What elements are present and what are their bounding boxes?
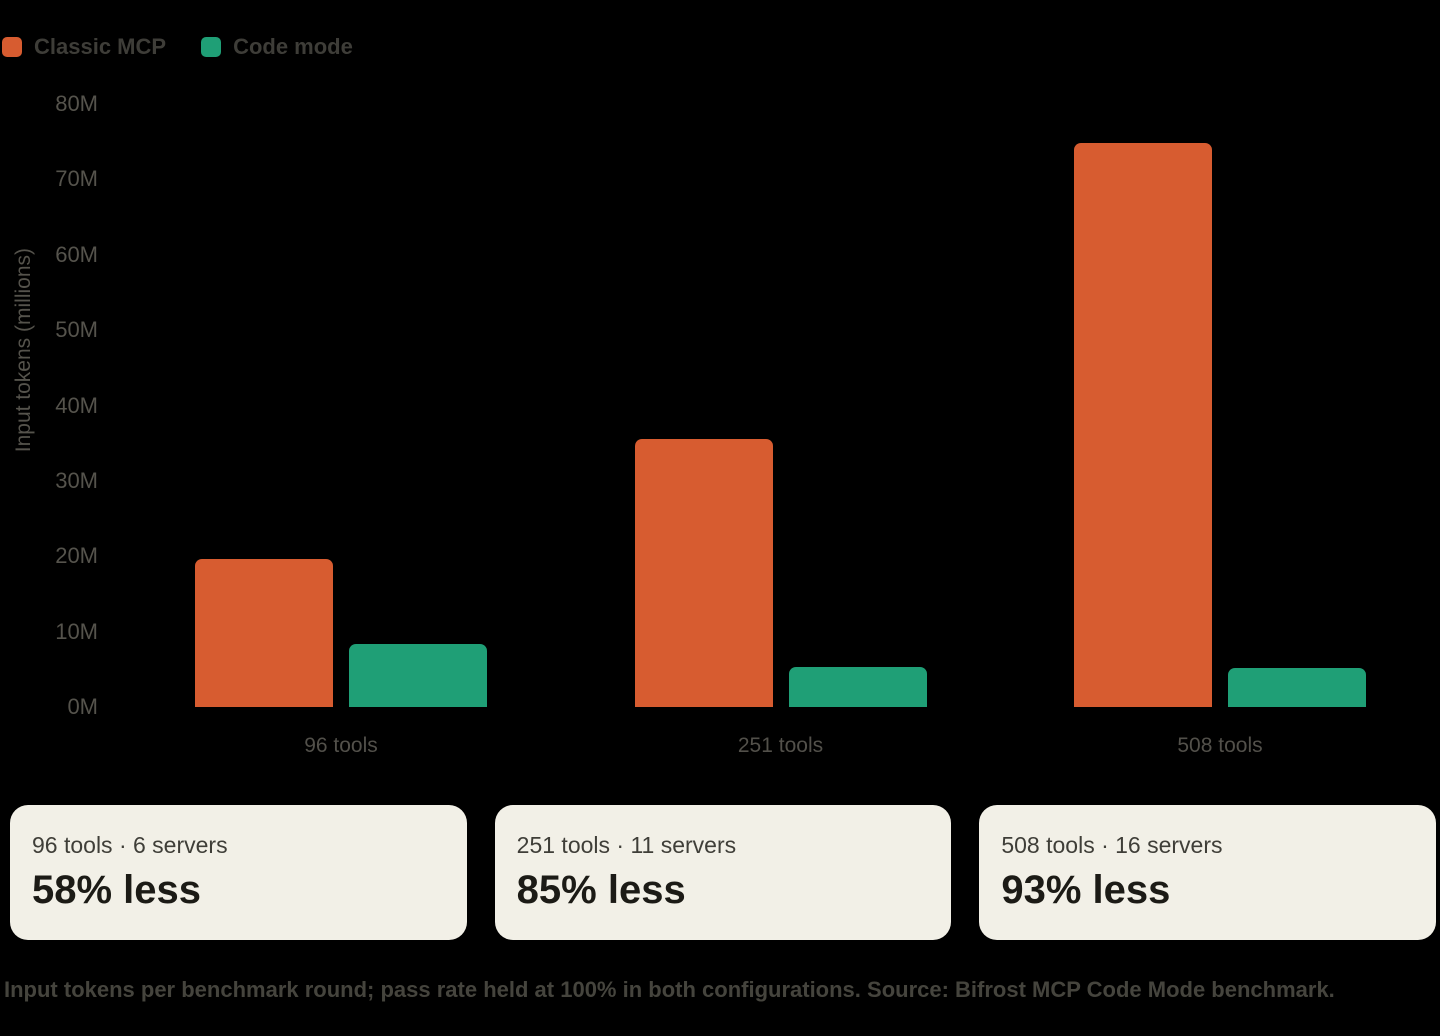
card-subtitle: 508 tools · 16 servers: [1001, 832, 1223, 858]
bar-chart: Input tokens (millions) 0M 10M 20M 30M 40M 50…: [12, 91, 1366, 757]
summary-card-96-tools: 96 tools · 6 servers 58% less: [10, 805, 467, 940]
y-tick-label: 50M: [55, 317, 98, 343]
bar-classic-mcp-508-tools: [1074, 143, 1212, 707]
card-headline: 58% less: [32, 868, 202, 912]
bar-code-mode-251-tools: [788, 667, 927, 707]
y-tick-label: 0M: [67, 694, 98, 719]
legend-swatch-classic-mcp-icon: [2, 37, 22, 57]
y-tick-label: 10M: [55, 618, 98, 644]
legend-item-classic-mcp: Classic MCP: [2, 34, 166, 60]
y-tick-label: 60M: [55, 241, 98, 267]
legend-label-code-mode: Code mode: [233, 34, 353, 59]
y-tick-label: 30M: [55, 467, 98, 493]
x-axis-label: 508 tools: [1177, 734, 1263, 757]
summary-cards: 96 tools · 6 servers 58% less 251 tools …: [10, 805, 1437, 940]
y-tick-label: 80M: [55, 91, 98, 116]
summary-card-508-tools: 508 tools · 16 servers 93% less: [979, 805, 1437, 940]
chart-caption: Input tokens per benchmark round; pass r…: [4, 977, 1335, 1002]
y-tick-label: 70M: [55, 166, 98, 192]
legend-swatch-code-mode-icon: [201, 37, 222, 57]
x-axis-label: 251 tools: [737, 734, 824, 757]
card-headline: 93% less: [1001, 868, 1171, 912]
summary-card-251-tools: 251 tools · 11 servers 85% less: [494, 805, 952, 940]
y-axis-title: Input tokens (millions): [12, 248, 35, 453]
card-subtitle: 96 tools · 6 servers: [32, 832, 228, 858]
bar-code-mode-96-tools: [349, 644, 487, 707]
x-axis-label: 96 tools: [304, 734, 378, 757]
chart-legend: Classic MCP Code mode: [2, 34, 353, 60]
card-headline: 85% less: [516, 868, 686, 912]
legend-label-classic-mcp: Classic MCP: [34, 34, 167, 59]
y-tick-label: 40M: [55, 392, 98, 418]
bar-classic-mcp-96-tools: [195, 558, 333, 707]
bar-classic-mcp-251-tools: [634, 439, 773, 707]
bar-code-mode-508-tools: [1228, 667, 1366, 707]
y-tick-label: 20M: [55, 543, 98, 569]
legend-item-code-mode: Code mode: [201, 34, 353, 60]
card-subtitle: 251 tools · 11 servers: [516, 832, 737, 858]
